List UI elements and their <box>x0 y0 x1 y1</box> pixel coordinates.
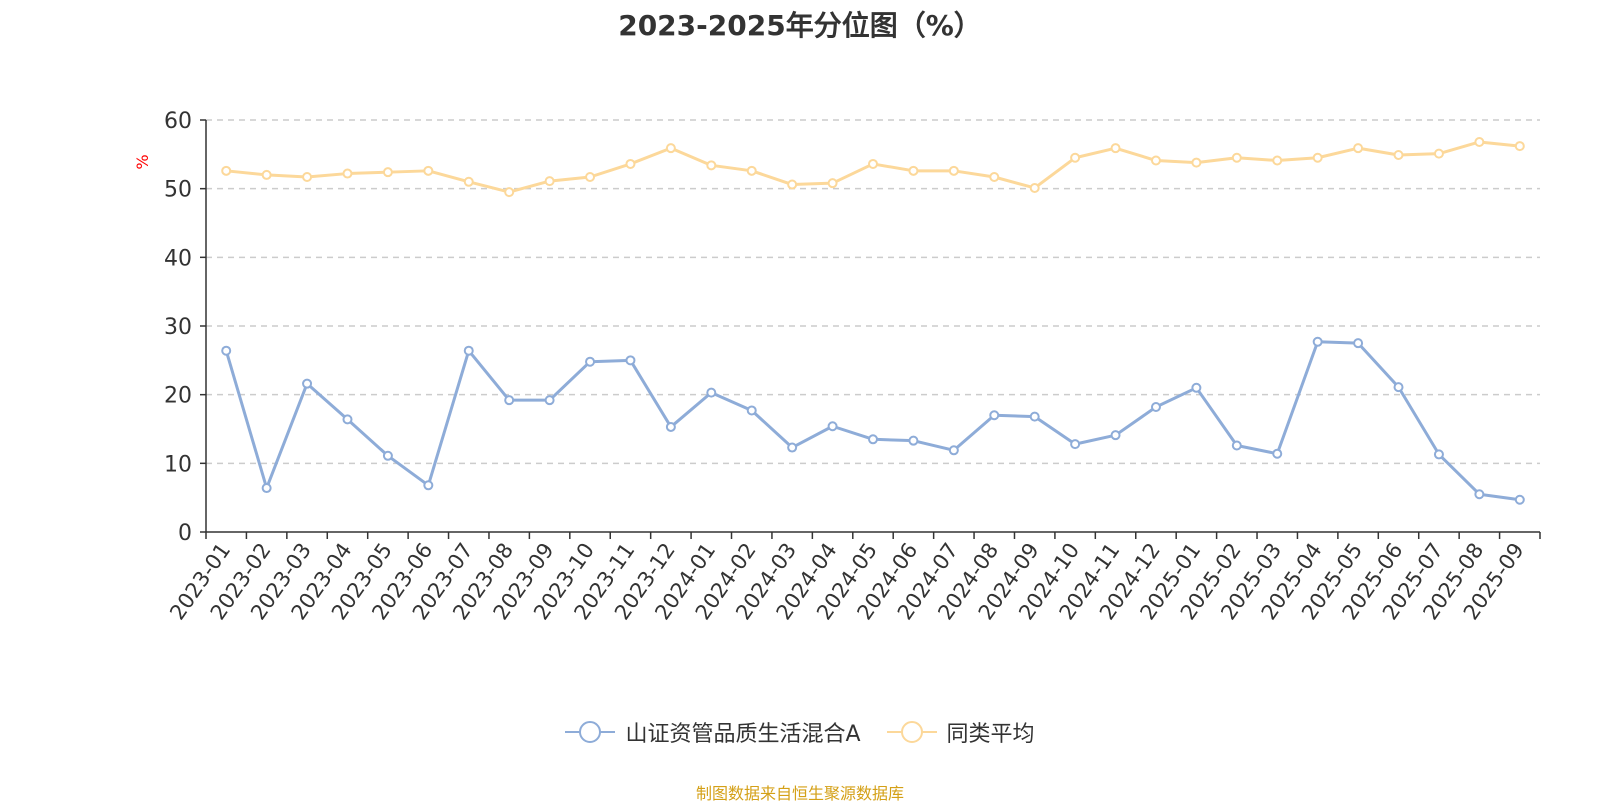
data-point[interactable] <box>948 445 959 456</box>
y-tick-label: 20 <box>164 384 192 409</box>
data-point[interactable] <box>1393 382 1404 393</box>
data-point[interactable] <box>342 168 353 179</box>
data-point[interactable] <box>1474 489 1485 500</box>
legend-label: 同类平均 <box>946 722 1035 747</box>
data-point[interactable] <box>1433 449 1444 460</box>
data-point[interactable] <box>423 480 434 491</box>
data-point[interactable] <box>1353 143 1364 154</box>
data-point[interactable] <box>585 171 596 182</box>
data-point[interactable] <box>746 405 757 416</box>
data-point[interactable] <box>665 421 676 432</box>
data-point[interactable] <box>787 179 798 190</box>
data-point[interactable] <box>1272 448 1283 459</box>
y-tick-label: 50 <box>164 178 192 203</box>
data-point[interactable] <box>1070 439 1081 450</box>
data-point[interactable] <box>302 171 313 182</box>
data-point[interactable] <box>261 483 272 494</box>
data-point[interactable] <box>544 176 555 187</box>
data-point[interactable] <box>868 158 878 169</box>
series-line <box>224 340 1520 502</box>
data-point[interactable] <box>261 169 272 180</box>
data-point[interactable] <box>1191 157 1202 168</box>
data-point[interactable] <box>382 450 393 461</box>
data-point[interactable] <box>989 410 1000 421</box>
data-point[interactable] <box>827 421 838 432</box>
data-point[interactable] <box>1191 382 1202 393</box>
data-point[interactable] <box>1474 136 1485 147</box>
y-tick-label: 10 <box>164 452 192 477</box>
data-point[interactable] <box>908 435 919 446</box>
y-tick-label: 0 <box>178 521 192 546</box>
data-point[interactable] <box>1514 494 1525 505</box>
data-point[interactable] <box>504 395 515 406</box>
data-point[interactable] <box>625 355 636 366</box>
y-tick-label: 40 <box>164 246 192 271</box>
data-point[interactable] <box>1393 150 1404 161</box>
data-point[interactable] <box>1514 141 1525 152</box>
data-point[interactable] <box>1312 336 1323 347</box>
data-point[interactable] <box>908 165 919 176</box>
data-point[interactable] <box>504 187 515 198</box>
data-point[interactable] <box>1029 411 1040 422</box>
series-0 <box>221 336 1525 505</box>
legend-swatch-icon <box>565 721 616 743</box>
data-point[interactable] <box>1150 402 1161 413</box>
data-point[interactable] <box>1231 152 1242 163</box>
legend-label: 山证资管品质生活混合A <box>625 722 861 747</box>
data-point[interactable] <box>423 165 434 176</box>
data-point[interactable] <box>585 356 596 367</box>
data-point[interactable] <box>1272 155 1283 166</box>
data-point[interactable] <box>221 345 232 356</box>
data-point[interactable] <box>787 442 798 453</box>
data-point[interactable] <box>948 165 959 176</box>
data-point[interactable] <box>463 345 474 356</box>
axes: 01020304050602023-012023-022023-032023-0… <box>164 109 1541 624</box>
grid-lines <box>206 119 1540 465</box>
data-point[interactable] <box>382 167 393 178</box>
series-1 <box>221 136 1525 198</box>
source-note: 制图数据来自恒生聚源数据库 <box>695 784 904 803</box>
data-point[interactable] <box>1353 338 1364 349</box>
chart-title: 2023-2025年分位图（%） <box>618 9 982 42</box>
legend: 山证资管品质生活混合A 同类平均 <box>0 716 1600 748</box>
data-point[interactable] <box>827 178 838 189</box>
series-layer <box>221 136 1525 505</box>
legend-swatch-icon <box>886 721 937 743</box>
data-point[interactable] <box>868 434 878 445</box>
data-point[interactable] <box>706 160 717 171</box>
data-point[interactable] <box>1312 152 1323 163</box>
data-point[interactable] <box>1110 430 1121 441</box>
data-point[interactable] <box>544 395 555 406</box>
data-point[interactable] <box>746 165 757 176</box>
data-point[interactable] <box>665 143 676 154</box>
legend-item-series-0[interactable]: 山证资管品质生活混合A <box>565 716 861 748</box>
data-point[interactable] <box>1433 148 1444 159</box>
y-axis-label: % <box>133 154 152 169</box>
data-point[interactable] <box>1150 155 1161 166</box>
data-point[interactable] <box>1110 143 1121 154</box>
data-point[interactable] <box>625 158 636 169</box>
data-point[interactable] <box>221 165 232 176</box>
data-point[interactable] <box>1231 440 1242 451</box>
data-point[interactable] <box>989 171 1000 182</box>
data-point[interactable] <box>342 414 353 425</box>
data-point[interactable] <box>302 378 313 389</box>
data-point[interactable] <box>1029 182 1040 193</box>
data-point[interactable] <box>1070 152 1081 163</box>
data-point[interactable] <box>463 176 474 187</box>
y-tick-label: 60 <box>164 109 192 134</box>
legend-item-series-1[interactable]: 同类平均 <box>886 716 1035 748</box>
y-tick-label: 30 <box>164 315 192 340</box>
data-point[interactable] <box>706 387 717 398</box>
